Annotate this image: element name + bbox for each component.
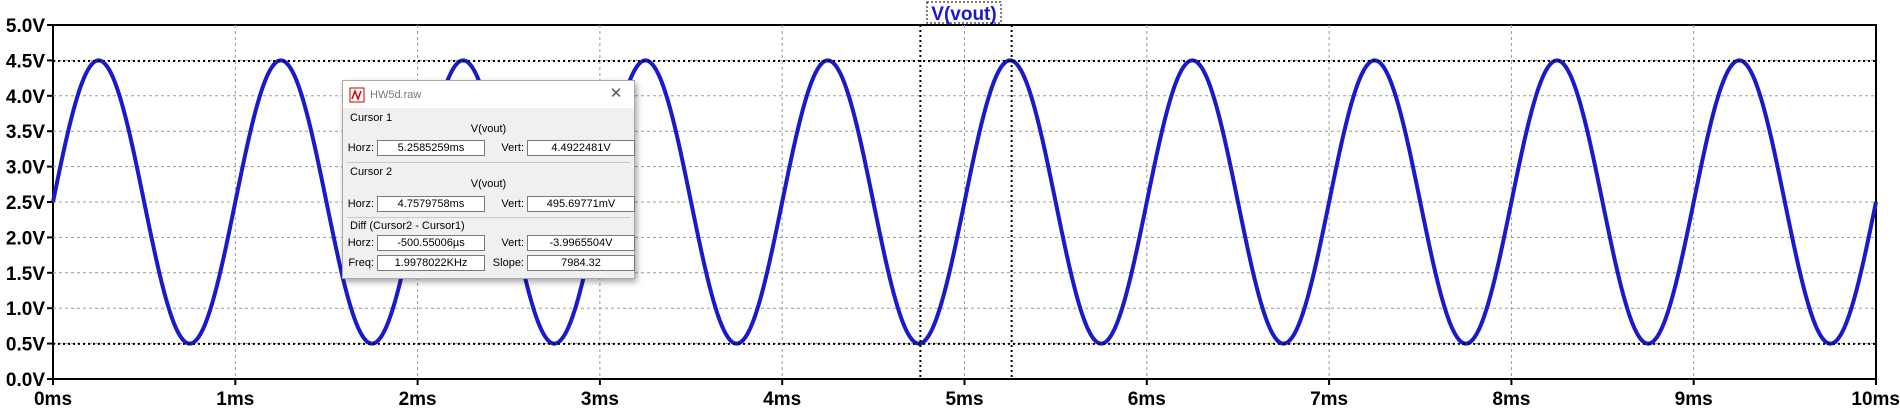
y-axis-ticks: 0.0V 0.5V 1.0V 1.5V 2.0V 2.5V 3.0V 3.5V 4.0V 4.5V…: [6, 16, 53, 391]
cursor2-horz-field[interactable]: [377, 196, 485, 212]
trace-title-box: [926, 1, 1002, 24]
x-tick-label: 7ms: [1310, 389, 1348, 410]
cursor1-horz-field[interactable]: [377, 140, 485, 156]
cursor-group[interactable]: [53, 25, 1876, 379]
x-tick-label: 9ms: [1675, 389, 1713, 410]
diff-horz-field[interactable]: [377, 235, 485, 251]
vout-trace-line: [51, 58, 1878, 346]
y-tick-label: 4.5V: [6, 51, 45, 72]
cursor1-header: Cursor 1: [350, 112, 393, 124]
dialog-title: HW5d.raw: [370, 89, 422, 101]
y-tick-label: 3.0V: [6, 158, 45, 179]
cursor2-signal: V(vout): [470, 178, 507, 190]
cursor2-horz-label: Horz:: [347, 198, 374, 210]
cursor1-horz-label: Horz:: [347, 142, 374, 154]
close-icon[interactable]: ✕: [609, 85, 623, 102]
y-tick-label: 2.5V: [6, 193, 45, 214]
cursor2-vert-label: Vert:: [501, 198, 524, 210]
x-tick-label: 4ms: [763, 389, 801, 410]
cursor1-signal: V(vout): [470, 123, 507, 135]
diff-vert-field[interactable]: [527, 235, 635, 251]
x-tick-label: 3ms: [581, 389, 619, 410]
cursor2-header: Cursor 2: [350, 166, 393, 178]
x-axis-ticks: 0ms 1ms 2ms 3ms 4ms 5ms 6ms 7ms 8ms 9ms 10ms: [34, 379, 1900, 410]
trace-group: [51, 58, 1878, 346]
y-tick-label: 1.0V: [6, 299, 45, 320]
y-tick-label: 0.5V: [6, 335, 45, 356]
cursor1-vert-label: Vert:: [501, 142, 524, 154]
y-tick-label: 2.0V: [6, 228, 45, 249]
ltspice-app-icon: [349, 87, 365, 103]
x-tick-label: 0ms: [34, 389, 72, 410]
x-tick-label: 5ms: [945, 389, 983, 410]
x-tick-label: 8ms: [1492, 389, 1530, 410]
diff-vert-label: Vert:: [501, 237, 524, 249]
y-tick-label: 0.0V: [6, 370, 45, 391]
divider: [347, 162, 630, 163]
diff-freq-field[interactable]: [377, 255, 485, 271]
diff-slope-field[interactable]: [527, 255, 635, 271]
diff-freq-label: Freq:: [348, 257, 374, 269]
dialog-titlebar[interactable]: HW5d.raw ✕: [343, 81, 634, 108]
diff-header: Diff (Cursor2 - Cursor1): [350, 220, 465, 232]
y-tick-label: 3.5V: [6, 122, 45, 143]
cursor1-vert-field[interactable]: [527, 140, 635, 156]
divider: [347, 217, 630, 218]
x-tick-label: 6ms: [1128, 389, 1166, 410]
trace-title[interactable]: V(vout): [931, 4, 996, 25]
x-tick-label: 1ms: [216, 389, 254, 410]
y-tick-label: 4.0V: [6, 87, 45, 108]
x-tick-label: 2ms: [399, 389, 437, 410]
diff-slope-label: Slope:: [492, 257, 524, 269]
cursor-dialog[interactable]: HW5d.raw ✕ Cursor 1 V(vout) Horz: Vert: …: [342, 80, 635, 279]
cursor2-vert-field[interactable]: [527, 196, 635, 212]
y-tick-label: 5.0V: [6, 16, 45, 37]
x-tick-label: 10ms: [1851, 389, 1900, 410]
y-tick-label: 1.5V: [6, 264, 45, 285]
diff-horz-label: Horz:: [347, 237, 374, 249]
